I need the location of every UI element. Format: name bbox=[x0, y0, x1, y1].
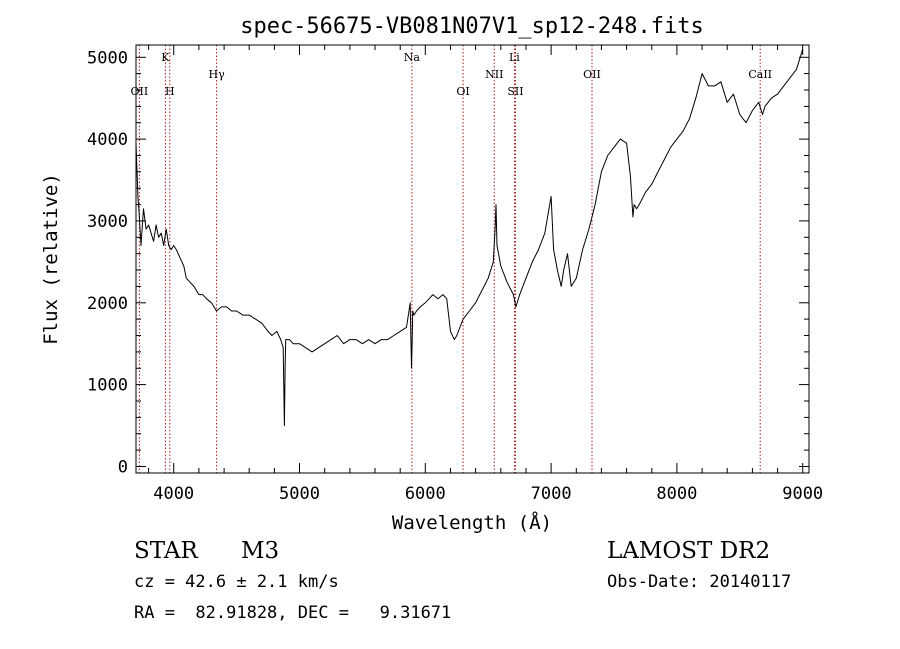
object-class: STAR bbox=[134, 538, 198, 564]
marker-label: Hγ bbox=[209, 68, 226, 81]
marker-label: H bbox=[165, 85, 175, 98]
y-tick-label: 5000 bbox=[87, 48, 128, 68]
chart-title: spec-56675-VB081N07V1_sp12-248.fits bbox=[240, 14, 704, 39]
marker-label: OII bbox=[583, 68, 601, 81]
marker-label: CaII bbox=[748, 68, 772, 81]
series-layer bbox=[135, 48, 804, 426]
y-tick-label: 4000 bbox=[87, 130, 128, 150]
marker-label: OII bbox=[131, 85, 149, 98]
marker-label: Li bbox=[509, 51, 520, 64]
object-subclass: M3 bbox=[241, 538, 280, 564]
marker-label: SII bbox=[507, 85, 523, 98]
x-tick-label: 4000 bbox=[153, 484, 194, 504]
line-markers: OII K H Hγ Na OI NII Li SII OII CaII bbox=[131, 45, 772, 473]
marker-label: Na bbox=[404, 51, 421, 64]
obs-date: Obs-Date: 20140117 bbox=[607, 572, 792, 592]
coordinates: RA = 82.91828, DEC = 9.31671 bbox=[134, 603, 452, 623]
x-tick-label: 8000 bbox=[656, 484, 697, 504]
marker-label: K bbox=[161, 51, 170, 64]
x-tick-label: 9000 bbox=[782, 484, 823, 504]
marker-label: NII bbox=[485, 68, 503, 81]
y-tick-label: 2000 bbox=[87, 294, 128, 314]
x-tick-label: 5000 bbox=[279, 484, 320, 504]
survey-name: LAMOST DR2 bbox=[607, 538, 771, 564]
velocity-readout: cz = 42.6 ± 2.1 km/s bbox=[134, 572, 339, 592]
y-tick-label: 3000 bbox=[87, 212, 128, 232]
marker-label: OI bbox=[456, 85, 469, 98]
spectrum-line bbox=[135, 48, 804, 426]
y-tick-label: 0 bbox=[118, 458, 128, 478]
y-axis: 0 1000 2000 3000 4000 5000 bbox=[87, 48, 809, 478]
x-tick-label: 6000 bbox=[405, 484, 446, 504]
x-axis-label: Wavelength (Å) bbox=[392, 511, 552, 534]
x-axis: 4000 5000 6000 7000 8000 9000 bbox=[148, 45, 823, 504]
y-tick-label: 1000 bbox=[87, 376, 128, 396]
y-axis-label: Flux (relative) bbox=[40, 173, 62, 345]
plot-frame bbox=[135, 44, 810, 474]
x-tick-label: 7000 bbox=[531, 484, 572, 504]
